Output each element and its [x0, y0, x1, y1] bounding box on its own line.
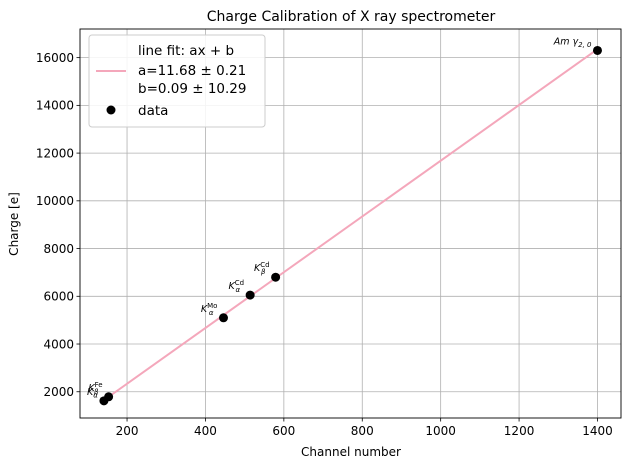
x-tick-label: 1400: [582, 424, 613, 438]
legend-box: [88, 34, 266, 128]
data-point: [218, 313, 228, 323]
data-point: [104, 392, 114, 402]
point-annotation: KMo α: [201, 302, 218, 317]
y-axis-ticks: 2000 4000 6000 8000 10000 12000 14000 16000: [36, 51, 80, 399]
legend-fit-label-line3: b=0.09 ± 10.29: [138, 81, 246, 97]
x-tick-label: 1000: [425, 424, 456, 438]
legend-data-label: data: [138, 103, 168, 119]
y-tick-label: 10000: [36, 194, 74, 208]
fit-line: [102, 48, 599, 402]
legend-fit-label-line2: a=11.68 ± 0.21: [138, 63, 246, 79]
data-points-layer: [99, 45, 602, 406]
x-tick-label: 800: [351, 424, 374, 438]
x-tick-label: 200: [116, 424, 139, 438]
chart-title: Charge Calibration of X ray spectrometer: [207, 9, 496, 25]
fit-line-layer: [102, 48, 599, 402]
data-point: [592, 45, 602, 55]
y-axis-label: Charge [e]: [7, 192, 21, 256]
y-tick-label: 12000: [36, 146, 74, 160]
y-tick-label: 14000: [36, 99, 74, 113]
x-tick-label: 400: [194, 424, 217, 438]
y-tick-label: 8000: [43, 242, 74, 256]
data-point: [245, 290, 255, 300]
y-tick-label: 4000: [43, 337, 74, 351]
point-annotation: Kα: [87, 387, 98, 400]
legend-data-swatch: [106, 105, 116, 115]
plot-frame: [79, 28, 622, 419]
y-tick-label: 16000: [36, 51, 74, 65]
point-annotation: KCd α: [229, 279, 245, 294]
x-axis-ticks: 200 400 600 800 1000 1200 1400: [116, 418, 613, 438]
point-annotation: KCd β: [254, 261, 270, 276]
legend-fit-label-line1: line fit: ax + b: [138, 43, 234, 59]
data-point: [271, 272, 281, 282]
point-annotation: Am γ2, 0: [553, 36, 592, 49]
x-axis-label: Channel number: [301, 445, 401, 459]
y-tick-label: 2000: [43, 385, 74, 399]
x-tick-label: 600: [272, 424, 295, 438]
point-annotation: KFe β: [88, 381, 102, 396]
grid: [80, 29, 621, 418]
legend: line fit: ax + b a=11.68 ± 0.21 b=0.09 ±…: [88, 34, 266, 128]
x-tick-label: 1200: [504, 424, 535, 438]
y-tick-label: 6000: [43, 290, 74, 304]
